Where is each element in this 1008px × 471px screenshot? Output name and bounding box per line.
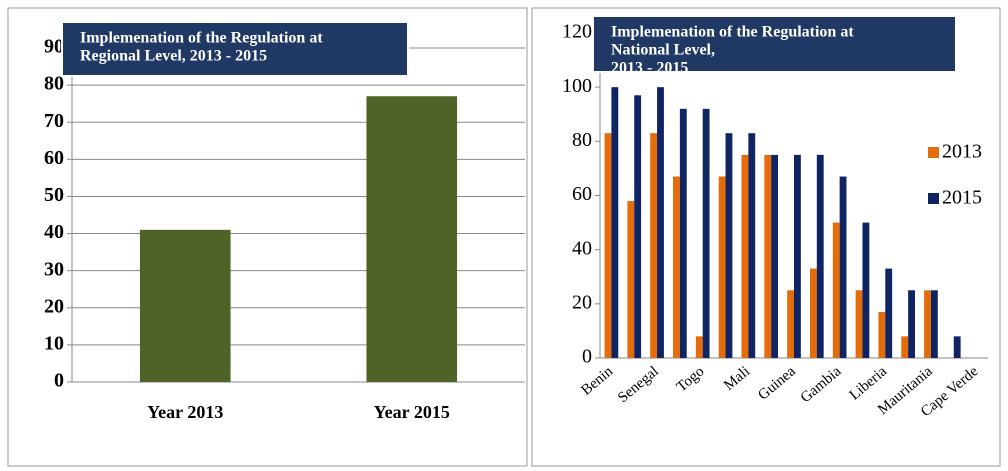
y-tick-label: 20 — [572, 291, 592, 313]
bar — [885, 268, 893, 358]
bar — [953, 336, 961, 358]
y-tick-label: 80 — [44, 73, 64, 95]
y-tick-label: 80 — [572, 129, 592, 151]
bar — [695, 336, 703, 358]
y-tick-label: 60 — [44, 147, 64, 169]
bar — [832, 222, 840, 358]
bar — [794, 154, 801, 358]
legend-swatch — [928, 147, 939, 158]
chart-title: National Level, — [611, 42, 715, 59]
bar — [679, 108, 687, 358]
bar — [650, 133, 658, 358]
legend-swatch — [928, 193, 939, 204]
chart-title: 2013 - 2015 — [611, 60, 688, 77]
bar — [604, 133, 612, 358]
bar — [839, 176, 847, 358]
legend-label: 2013 — [942, 141, 982, 163]
y-tick-label: 100 — [562, 75, 592, 97]
title-box — [592, 15, 957, 73]
bar — [787, 290, 794, 358]
y-tick-label: 0 — [54, 370, 64, 392]
bar — [748, 133, 756, 358]
y-tick-label: 40 — [44, 221, 64, 243]
x-tick-label: Year 2013 — [147, 402, 223, 422]
chart-title: Regional Level, 2013 - 2015 — [80, 48, 267, 65]
bar — [809, 268, 817, 358]
bar — [771, 154, 779, 358]
y-tick-label: 50 — [44, 184, 64, 206]
bar — [718, 176, 726, 358]
legend-label: 2015 — [942, 187, 982, 209]
y-tick-label: 70 — [44, 110, 64, 132]
bar — [702, 108, 710, 358]
bar — [764, 154, 772, 358]
bar — [657, 87, 664, 359]
x-tick-label: Year 2015 — [374, 402, 450, 422]
chart-title: Implemenation of the Regulation at — [611, 24, 854, 41]
y-tick-label: 20 — [44, 295, 64, 317]
bar — [878, 311, 886, 358]
bar — [725, 133, 733, 358]
bar — [741, 154, 749, 358]
bar — [930, 290, 938, 358]
y-tick-label: 40 — [572, 237, 592, 259]
y-tick-label: 30 — [44, 258, 64, 280]
title-box — [61, 21, 409, 77]
y-tick-label: 60 — [572, 183, 592, 205]
bar — [908, 290, 915, 358]
bar — [634, 95, 642, 359]
chart-title: Implemenation of the Regulation at — [80, 30, 323, 47]
bar — [366, 96, 458, 382]
bar — [816, 154, 824, 358]
bar — [139, 229, 231, 382]
bar — [627, 200, 635, 358]
y-tick-label: 0 — [582, 346, 592, 368]
bar — [901, 336, 909, 358]
bar — [673, 176, 680, 358]
y-tick-label: 120 — [562, 21, 592, 43]
y-tick-label: 10 — [44, 332, 64, 354]
bar — [611, 87, 619, 359]
bar — [862, 222, 870, 358]
bar — [924, 290, 931, 358]
bar — [855, 290, 863, 358]
y-tick-label: 90 — [44, 36, 64, 58]
